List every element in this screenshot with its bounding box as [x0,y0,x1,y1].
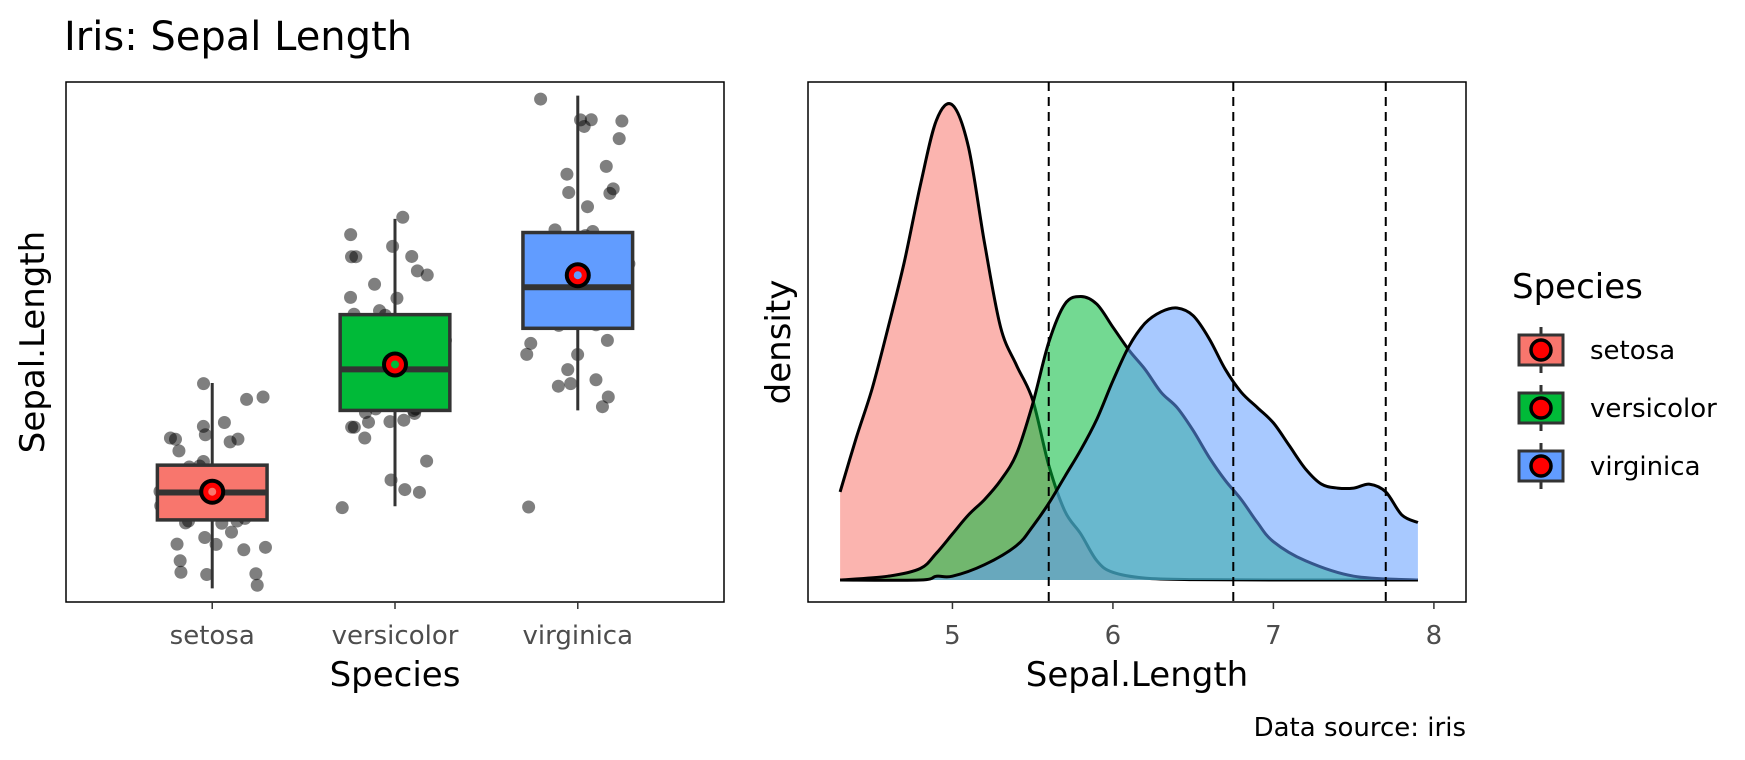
legend-label-setosa: setosa [1590,336,1675,366]
point-setosa [258,540,272,554]
boxplot-x-axis-title: Species [330,655,461,695]
point-versicolor [358,431,372,445]
legend: Species setosa versicolor virginica [1512,267,1717,489]
point-virginica [600,333,614,347]
chart-title: Iris: Sepal Length [64,14,412,60]
point-virginica [599,159,613,173]
point-setosa [200,568,214,582]
point-setosa [198,530,212,544]
legend-items: setosa versicolor virginica [1517,327,1717,489]
point-setosa [170,537,184,551]
density-areas [838,102,1419,582]
point-virginica [524,336,538,350]
point-virginica [606,182,620,196]
density-x-tick-label: 8 [1426,621,1443,651]
mean-marker-center-setosa [208,487,217,496]
density-x-tick-label: 6 [1105,621,1122,651]
point-virginica [561,363,575,377]
point-versicolor [347,420,361,434]
point-setosa [172,444,186,458]
legend-title: Species [1512,267,1643,307]
point-virginica [534,92,548,106]
density-reference-lines [1047,82,1387,602]
density-x-tick-label: 5 [944,621,961,651]
point-virginica [581,200,595,214]
point-setosa [237,543,251,557]
point-versicolor [398,483,412,497]
legend-item-versicolor: versicolor [1517,385,1717,431]
density-x-ticks: 5 6 7 8 [944,602,1442,651]
point-setosa [168,432,182,446]
point-versicolor [412,485,426,499]
point-virginica [601,390,615,404]
point-versicolor [420,268,434,282]
point-virginica [522,500,536,514]
legend-key-mean-marker [1529,454,1553,478]
point-versicolor [397,413,411,427]
point-versicolor [390,291,404,305]
point-virginica [562,185,576,199]
point-setosa [196,419,210,433]
point-setosa [173,554,187,568]
point-versicolor [335,501,349,515]
point-virginica [615,114,629,128]
point-versicolor [344,290,358,304]
box-virginica [521,95,635,411]
density-area-virginica [840,307,1418,581]
point-setosa [240,392,254,406]
point-virginica [589,373,603,387]
point-versicolor [420,454,434,468]
point-setosa [249,567,263,581]
point-versicolor [410,264,424,278]
legend-item-virginica: virginica [1517,443,1701,489]
point-setosa [197,377,211,391]
boxplot-boxes [155,95,635,589]
legend-label-versicolor: versicolor [1590,394,1717,424]
point-versicolor [405,249,419,263]
density-x-tick-label: 7 [1265,621,1282,651]
mean-marker-center-virginica [573,271,582,280]
legend-item-setosa: setosa [1517,327,1675,373]
box-versicolor [338,218,452,507]
point-virginica [584,113,598,127]
point-versicolor [396,210,410,224]
x-tick-label-virginica: virginica [523,621,634,651]
point-setosa [250,578,264,592]
point-setosa [256,390,270,404]
legend-label-virginica: virginica [1590,452,1701,482]
legend-key-mean-marker [1529,338,1553,362]
x-tick-label-setosa: setosa [170,621,255,651]
point-versicolor [344,228,358,242]
point-versicolor [386,239,400,253]
chart-caption: Data source: iris [1254,713,1466,743]
point-versicolor [383,415,397,429]
box-setosa [155,383,269,589]
density-y-axis-title: density [759,280,799,405]
point-setosa [223,435,237,449]
density-area-setosa [840,103,1418,581]
point-virginica [551,379,565,393]
point-virginica [595,400,609,414]
point-versicolor [362,415,376,429]
point-virginica [612,132,626,146]
density-x-axis-title: Sepal.Length [1026,655,1248,695]
boxplot-panel: setosa versicolor virginica Species Sepal.… [13,81,725,695]
legend-key-mean-marker [1529,396,1553,420]
point-setosa [174,565,188,579]
point-versicolor [368,277,382,291]
point-virginica [520,347,534,361]
point-versicolor [345,250,359,264]
x-tick-label-versicolor: versicolor [332,621,459,651]
density-panel: 5 6 7 8 Sepal.Length density Data source: i… [759,81,1467,743]
point-setosa [217,415,231,429]
mean-marker-center-versicolor [391,360,399,369]
boxplot-x-ticks: setosa versicolor virginica [170,602,633,651]
point-virginica [560,167,574,181]
point-setosa [225,525,239,539]
boxplot-y-axis-title: Sepal.Length [13,231,53,453]
density-line-virginica [840,306,1419,582]
point-virginica [564,377,578,391]
